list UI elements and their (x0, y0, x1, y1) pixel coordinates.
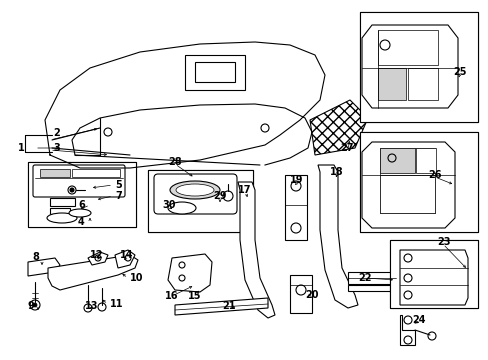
Text: 29: 29 (213, 191, 226, 201)
Text: 10: 10 (130, 273, 143, 283)
Text: 28: 28 (168, 157, 181, 167)
Ellipse shape (176, 184, 214, 196)
Text: 26: 26 (427, 170, 441, 180)
Polygon shape (399, 250, 467, 305)
Bar (379, 148, 434, 213)
Text: 8: 8 (32, 252, 39, 262)
Polygon shape (88, 252, 108, 265)
Bar (359, 132, 477, 232)
FancyBboxPatch shape (154, 174, 237, 214)
Bar (379, 175, 434, 213)
Text: 30: 30 (162, 200, 175, 210)
Text: 21: 21 (222, 301, 235, 311)
Text: 2: 2 (53, 128, 60, 138)
Bar (30, 164, 134, 225)
Polygon shape (48, 255, 138, 290)
Circle shape (70, 188, 74, 192)
Bar (391, 242, 475, 306)
Bar (359, 12, 477, 122)
Bar (361, 14, 475, 120)
Text: 16: 16 (164, 291, 178, 301)
Bar (150, 172, 250, 230)
Bar (347, 272, 395, 284)
Text: 6: 6 (78, 200, 84, 210)
Bar (347, 285, 395, 291)
Text: 27: 27 (339, 143, 353, 153)
Bar (148, 170, 252, 232)
Bar (377, 68, 405, 100)
Ellipse shape (47, 213, 77, 223)
Bar (50, 208, 70, 214)
Bar (415, 148, 435, 173)
Bar (389, 240, 477, 308)
Bar (28, 162, 136, 227)
Text: 5: 5 (115, 180, 122, 190)
Bar (195, 62, 235, 82)
Text: 18: 18 (329, 167, 343, 177)
Circle shape (33, 303, 37, 307)
Polygon shape (28, 258, 60, 276)
Polygon shape (168, 254, 212, 292)
Bar (148, 170, 252, 232)
Bar (184, 55, 244, 90)
Text: 24: 24 (411, 315, 425, 325)
Text: 7: 7 (115, 191, 122, 201)
Polygon shape (317, 165, 357, 308)
Bar (285, 175, 306, 240)
Text: 11: 11 (110, 299, 123, 309)
FancyBboxPatch shape (33, 165, 125, 197)
Bar (361, 134, 475, 230)
Text: 15: 15 (187, 291, 201, 301)
Text: 3: 3 (53, 143, 60, 153)
Text: 23: 23 (436, 237, 449, 247)
Text: 20: 20 (305, 290, 318, 300)
Bar (50, 198, 75, 206)
Polygon shape (175, 298, 267, 315)
Polygon shape (361, 142, 454, 228)
Text: 17: 17 (238, 185, 251, 195)
Text: 9: 9 (28, 301, 35, 311)
Text: 19: 19 (289, 175, 303, 185)
Polygon shape (115, 250, 135, 268)
Ellipse shape (168, 202, 196, 214)
Polygon shape (309, 100, 367, 155)
Polygon shape (399, 315, 414, 345)
Bar (407, 68, 437, 100)
Bar (28, 162, 136, 227)
Bar (289, 275, 311, 313)
Bar (389, 240, 477, 308)
Ellipse shape (170, 181, 220, 199)
Bar (377, 30, 437, 65)
Text: 1: 1 (18, 143, 25, 153)
Ellipse shape (69, 209, 91, 217)
Polygon shape (361, 25, 457, 108)
Text: 22: 22 (357, 273, 371, 283)
Bar (359, 132, 477, 232)
Text: 25: 25 (452, 67, 466, 77)
Text: 12: 12 (90, 250, 103, 260)
Bar (40, 169, 70, 177)
Bar (359, 12, 477, 122)
Text: 4: 4 (78, 217, 84, 227)
Polygon shape (238, 182, 274, 318)
Bar (379, 148, 414, 173)
Bar (72, 169, 120, 177)
Text: 14: 14 (120, 250, 133, 260)
Text: 13: 13 (85, 301, 98, 311)
